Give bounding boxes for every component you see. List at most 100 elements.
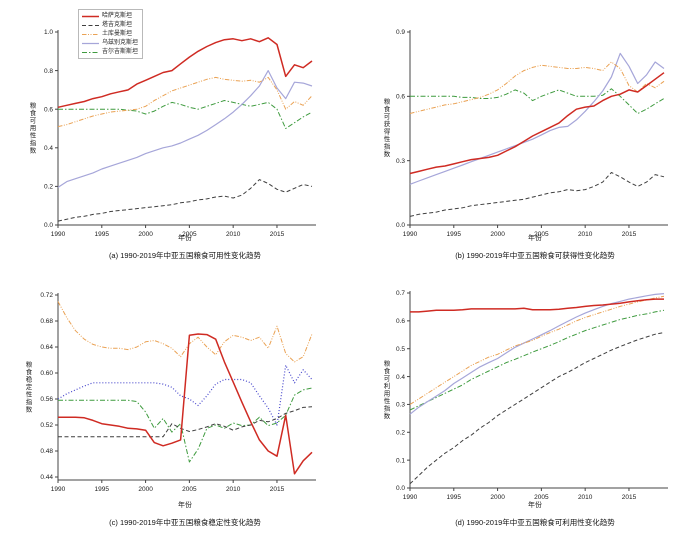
legend-label-turkmenistan: 土库曼斯坦 [102, 31, 133, 37]
series-kazakhstan-line [58, 333, 313, 475]
legend-item-kazakhstan: 哈萨克斯坦 [82, 12, 138, 20]
y-tick-label: 0.2 [396, 429, 405, 436]
y-tick-label: 0.3 [396, 158, 405, 165]
caption-d: (d) 1990-2019年中亚五国粮食可利用性变化趋势 [455, 518, 615, 527]
chart-b-accessibility: 0.0 0.3 0.6 0.9 1990 1995 2000 2005 2010 2015 粮食可… [350, 0, 700, 267]
caption-a: (a) 1990-2019年中亚五国粮食可用性变化趋势 [108, 251, 262, 260]
series-kazakhstan-line [409, 72, 665, 175]
x-tick-label: 1995 [95, 231, 110, 238]
y-tick-label: 0.4 [44, 145, 53, 152]
y-tick-label: 0.0 [396, 485, 405, 492]
axes: 0.0 0.3 0.6 0.9 1990 1995 2000 2005 2010 2015 [396, 29, 668, 238]
series-uzbekistan-line [409, 293, 665, 415]
x-tick-label: 2015 [270, 231, 285, 238]
caption-c: (c) 1990-2019年中亚五国粮食稳定性变化趋势 [109, 518, 261, 527]
x-tick-label: 2010 [578, 231, 593, 238]
x-axis-label: 年份 [528, 502, 542, 509]
axes: 0.44 0.48 0.52 0.56 0.60 0.64 0.68 0.72 1990 1995… [40, 292, 316, 493]
y-axis-label-accessibility: 粮食可获得性指数 [382, 98, 389, 158]
x-tick-label: 2000 [490, 231, 505, 238]
x-tick-label: 2000 [490, 494, 505, 501]
series-tajikistan-line [57, 179, 313, 222]
series-kyrgyzstan-line [58, 387, 313, 463]
series-uzbekistan-line [409, 52, 665, 185]
legend-item-kyrgyzstan: 吉尔吉斯斯坦 [82, 48, 138, 56]
x-tick-label: 1995 [95, 486, 110, 493]
y-tick-label: 0.9 [396, 29, 405, 36]
y-axis-label-availability: 粮食可用性指数 [28, 101, 35, 155]
y-tick-label: 0.4 [396, 374, 405, 381]
series-uzbekistan-line [57, 364, 313, 426]
series-kyrgyzstan-line [58, 100, 313, 129]
legend-label-uzbekistan: 乌兹别克斯坦 [102, 40, 139, 46]
x-tick-label: 2000 [138, 231, 153, 238]
y-tick-label: 0.52 [40, 422, 53, 429]
series-tajikistan-line [409, 172, 665, 217]
y-tick-label: 0.6 [396, 94, 405, 101]
chart-a-plot-area: 0.0 0.2 0.4 0.6 0.8 1.0 1990 1995 2000 2005 2010 20… [44, 29, 316, 238]
legend-line-sample-kyrgyzstan [82, 51, 99, 53]
y-tick-label: 0.68 [40, 318, 53, 325]
y-tick-label: 0.5 [396, 346, 405, 353]
y-tick-label: 0.72 [40, 292, 53, 299]
x-tick-label: 2005 [182, 486, 197, 493]
y-tick-label: 0.0 [396, 222, 405, 229]
x-tick-label: 2005 [534, 494, 549, 501]
chart-d-plot-area: 0.0 0.1 0.2 0.3 0.4 0.5 0.6 0.7 1990 1995 2000 2005… [396, 290, 668, 501]
x-tick-label: 2000 [138, 486, 153, 493]
y-tick-label: 0.6 [44, 106, 53, 113]
series-turkmenistan-line [409, 61, 665, 114]
chart-a-availability: 0.0 0.2 0.4 0.6 0.8 1.0 1990 1995 2000 2005 2010 20… [0, 0, 350, 267]
y-tick-label: 0.2 [44, 184, 53, 191]
y-tick-label: 0.48 [40, 448, 53, 455]
y-tick-label: 0.1 [396, 457, 405, 464]
x-tick-label: 2015 [622, 494, 637, 501]
series-tajikistan-line [58, 406, 313, 438]
y-tick-label: 0.64 [40, 344, 53, 351]
legend-item-turkmenistan: 土库曼斯坦 [82, 30, 138, 38]
x-axis-label: 年份 [528, 235, 542, 242]
x-tick-label: 1990 [403, 231, 418, 238]
caption-b: (b) 1990-2019年中亚五国粮食可获得性变化趋势 [455, 251, 615, 260]
series-kazakhstan-line [57, 37, 313, 109]
legend-label-tajikistan: 塔吉克斯坦 [102, 22, 133, 28]
legend-line-sample-kazakhstan [82, 15, 99, 17]
legend-label-kyrgyzstan: 吉尔吉斯斯坦 [102, 49, 139, 55]
x-tick-label: 2005 [534, 231, 549, 238]
legend-label-kazakhstan: 哈萨克斯坦 [102, 13, 133, 19]
legend: 哈萨克斯坦塔吉克斯坦土库曼斯坦乌兹别克斯坦 吉尔吉斯斯坦 [78, 9, 144, 59]
axes: 0.0 0.2 0.4 0.6 0.8 1.0 1990 1995 2000 2005 2010 20… [44, 29, 316, 238]
x-tick-label: 1995 [447, 231, 462, 238]
legend-item-tajikistan: 塔吉克斯坦 [82, 21, 138, 29]
axes: 0.0 0.1 0.2 0.3 0.4 0.5 0.6 0.7 1990 1995 2000 2005… [396, 290, 668, 501]
y-tick-label: 0.6 [396, 318, 405, 325]
x-tick-label: 1995 [447, 494, 462, 501]
series-tajikistan-line [409, 332, 665, 485]
x-tick-label: 1990 [51, 486, 66, 493]
y-tick-label: 1.0 [44, 29, 53, 36]
x-tick-label: 2005 [182, 231, 197, 238]
legend-line-sample-uzbekistan [82, 42, 99, 44]
series-uzbekistan-line [57, 69, 313, 188]
y-tick-label: 0.0 [44, 222, 53, 229]
series-turkmenistan-line [57, 76, 313, 128]
x-tick-label: 2015 [270, 486, 285, 493]
x-tick-label: 1990 [403, 494, 418, 501]
x-tick-label: 1990 [51, 231, 66, 238]
series-kyrgyzstan-line [410, 88, 665, 114]
chart-d-utilization: 0.0 0.1 0.2 0.3 0.4 0.5 0.6 0.7 1990 1995 2000 2005… [350, 267, 700, 534]
x-axis-label: 年份 [178, 502, 192, 509]
legend-line-sample-tajikistan [82, 24, 99, 26]
x-tick-label: 2010 [226, 486, 241, 493]
chart-c-stability: 0.44 0.48 0.52 0.56 0.60 0.64 0.68 0.72 1990 1995… [0, 267, 350, 534]
legend-line-sample-turkmenistan [82, 33, 99, 35]
series-turkmenistan-line [57, 301, 313, 363]
series-kyrgyzstan-line [409, 309, 665, 411]
series-kazakhstan-line [410, 298, 664, 313]
x-tick-label: 2015 [622, 231, 637, 238]
y-tick-label: 0.7 [396, 290, 405, 297]
y-tick-label: 0.8 [44, 68, 53, 75]
y-tick-label: 0.44 [40, 474, 53, 481]
chart-c-plot-area: 0.44 0.48 0.52 0.56 0.60 0.64 0.68 0.72 1990 1995… [40, 292, 316, 493]
